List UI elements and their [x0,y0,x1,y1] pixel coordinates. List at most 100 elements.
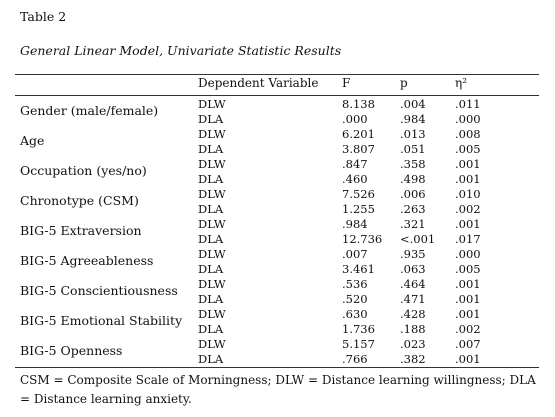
f-cell: 1.736 [342,322,375,336]
table-row: Gender (male/female) DLW 8.138 .004 .011… [0,97,555,127]
table-row: BIG-5 Extraversion DLW .984 .321 .001 DL… [0,217,555,247]
dv-cell: DLW [198,127,226,141]
result-line: DLA 3.461 .063 .005 [0,262,555,277]
p-cell: .428 [400,307,426,321]
dv-cell: DLW [198,187,226,201]
f-cell: 7.526 [342,187,375,201]
dv-cell: DLW [198,217,226,231]
result-line: DLA .000 .984 .000 [0,112,555,127]
p-cell: .263 [400,202,426,216]
p-cell: <.001 [400,232,436,246]
predictor-label: BIG-5 Emotional Stability [20,313,183,328]
p-cell: .188 [400,322,426,336]
result-line: DLA .460 .498 .001 [0,172,555,187]
result-line: DLA .520 .471 .001 [0,292,555,307]
result-line: DLA .766 .382 .001 [0,352,555,367]
f-cell: .847 [342,157,368,171]
eta-cell: .007 [455,337,481,351]
result-line: DLA 1.255 .263 .002 [0,202,555,217]
eta-cell: .002 [455,322,481,336]
eta-cell: .001 [455,307,481,321]
eta-cell: .005 [455,262,481,276]
result-line: DLA 1.736 .188 .002 [0,322,555,337]
table-row: BIG-5 Agreeableness DLW .007 .935 .000 D… [0,247,555,277]
f-cell: .536 [342,277,368,291]
dv-cell: DLA [198,352,224,366]
dv-cell: DLW [198,157,226,171]
f-cell: .984 [342,217,368,231]
predictor-label: BIG-5 Agreeableness [20,253,154,268]
result-line: DLW .984 .321 .001 [0,217,555,232]
eta-cell: .017 [455,232,481,246]
f-cell: 5.157 [342,337,375,351]
dv-cell: DLW [198,97,226,111]
p-cell: .382 [400,352,426,366]
table-row: Age DLW 6.201 .013 .008 DLA 3.807 .051 .… [0,127,555,157]
predictor-label: BIG-5 Conscientiousness [20,283,178,298]
table-caption: General Linear Model, Univariate Statist… [20,43,342,58]
eta-cell: .008 [455,127,481,141]
eta-cell: .001 [455,292,481,306]
result-line: DLW .630 .428 .001 [0,307,555,322]
p-cell: .006 [400,187,426,201]
predictor-label: Occupation (yes/no) [20,163,147,178]
table-row: BIG-5 Openness DLW 5.157 .023 .007 DLA .… [0,337,555,367]
f-cell: 1.255 [342,202,375,216]
bottom-rule [15,367,539,368]
dv-cell: DLW [198,307,226,321]
table-row: BIG-5 Conscientiousness DLW .536 .464 .0… [0,277,555,307]
result-line: DLW 5.157 .023 .007 [0,337,555,352]
p-cell: .321 [400,217,426,231]
header-f: F [342,76,351,90]
eta-cell: .001 [455,217,481,231]
predictor-label: Gender (male/female) [20,103,159,118]
p-cell: .984 [400,112,426,126]
predictor-label: Chronotype (CSM) [20,193,139,208]
dv-cell: DLA [198,202,224,216]
p-cell: .063 [400,262,426,276]
result-line: DLW 7.526 .006 .010 [0,187,555,202]
dv-cell: DLA [198,172,224,186]
predictor-label: BIG-5 Extraversion [20,223,142,238]
predictor-label: BIG-5 Openness [20,343,123,358]
result-line: DLW .007 .935 .000 [0,247,555,262]
result-line: DLA 3.807 .051 .005 [0,142,555,157]
result-line: DLW 6.201 .013 .008 [0,127,555,142]
eta-cell: .002 [455,202,481,216]
result-line: DLW 8.138 .004 .011 [0,97,555,112]
p-cell: .358 [400,157,426,171]
dv-cell: DLW [198,337,226,351]
table-row: Chronotype (CSM) DLW 7.526 .006 .010 DLA… [0,187,555,217]
dv-cell: DLA [198,292,224,306]
dv-cell: DLW [198,277,226,291]
f-cell: 3.807 [342,142,375,156]
f-cell: .766 [342,352,368,366]
p-cell: .471 [400,292,426,306]
eta-cell: .000 [455,112,481,126]
eta-cell: .001 [455,172,481,186]
p-cell: .464 [400,277,426,291]
eta-cell: .011 [455,97,481,111]
f-cell: .520 [342,292,368,306]
dv-cell: DLA [198,262,224,276]
table-label: Table 2 [20,9,67,24]
f-cell: 8.138 [342,97,375,111]
f-cell: 3.461 [342,262,375,276]
eta-cell: .001 [455,352,481,366]
dv-cell: DLA [198,112,224,126]
p-cell: .023 [400,337,426,351]
result-line: DLW .536 .464 .001 [0,277,555,292]
dv-cell: DLA [198,322,224,336]
dv-cell: DLA [198,142,224,156]
header-p: p [400,76,408,90]
table-note: CSM = Composite Scale of Morningness; DL… [20,373,536,406]
header-dependent-variable: Dependent Variable [198,76,319,90]
header-rule [15,95,539,96]
header-eta-squared: η² [455,76,467,90]
top-rule [15,74,539,75]
p-cell: .498 [400,172,426,186]
f-cell: 6.201 [342,127,375,141]
p-cell: .013 [400,127,426,141]
eta-cell: .000 [455,247,481,261]
p-cell: .004 [400,97,426,111]
